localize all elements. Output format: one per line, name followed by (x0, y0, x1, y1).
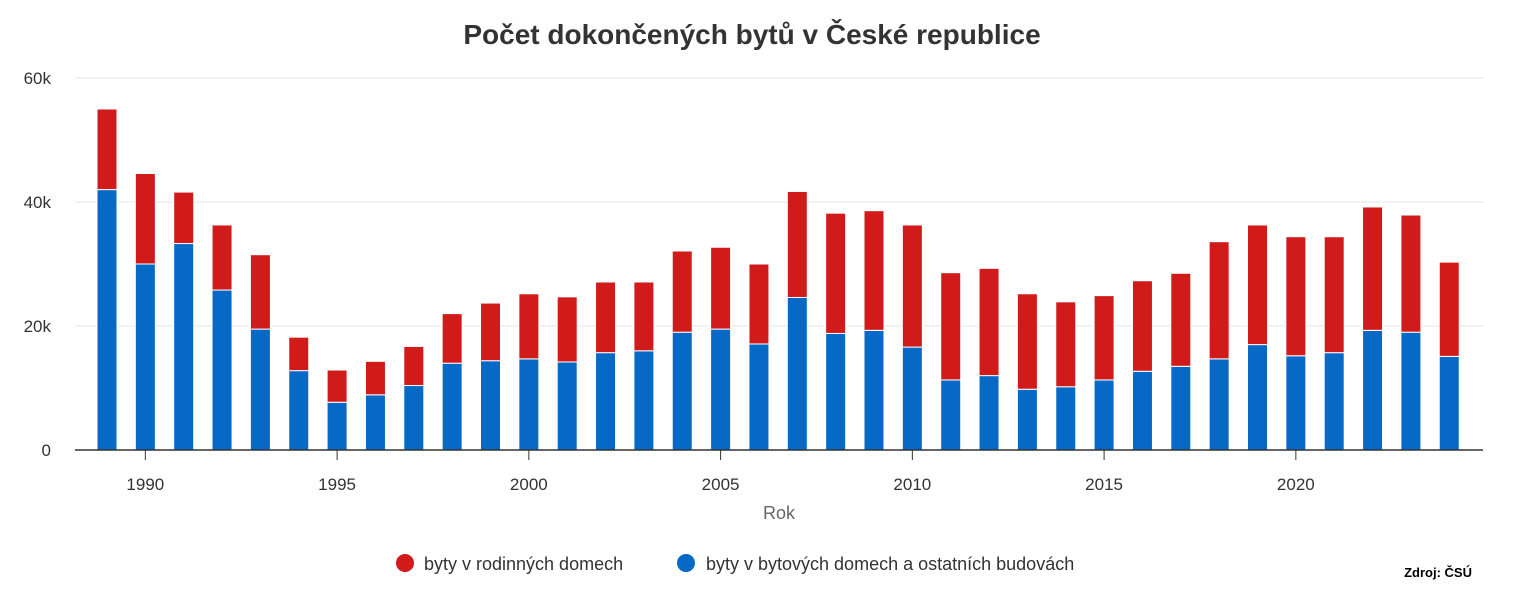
bar-bytove-domy-1990[interactable] (134, 263, 156, 451)
bar-rodinne-domy-2008[interactable] (825, 212, 847, 334)
bar-rodinne-domy-2014[interactable] (1055, 301, 1077, 388)
bar-bytove-domy-2011[interactable] (940, 379, 962, 451)
bar-rodinne-domy-2007[interactable] (786, 190, 808, 298)
bar-bytove-domy-1992[interactable] (211, 289, 233, 451)
y-tick-label: 0 (42, 441, 51, 460)
bar-rodinne-domy-1998[interactable] (441, 313, 463, 364)
bar-bytove-domy-2016[interactable] (1131, 370, 1153, 451)
bar-rodinne-domy-2005[interactable] (710, 246, 732, 330)
bar-bytove-domy-2001[interactable] (556, 361, 578, 451)
bar-bytove-domy-2003[interactable] (633, 350, 655, 451)
bar-bytove-domy-1991[interactable] (173, 243, 195, 451)
bar-rodinne-domy-2017[interactable] (1170, 272, 1192, 367)
x-axis-ticks: 1990 1995 2000 2005 2010 2015 2020 (126, 450, 1315, 494)
bar-rodinne-domy-2000[interactable] (518, 293, 540, 360)
y-axis-ticks: 0 20k 40k 60k (24, 69, 52, 460)
legend-marker-rodinne-domy (396, 554, 414, 572)
bar-rodinne-domy-1989[interactable] (96, 108, 118, 191)
bar-bytove-domy-1993[interactable] (249, 328, 271, 451)
legend-label-rodinne-domy: byty v rodinných domech (424, 554, 623, 574)
bar-rodinne-domy-2002[interactable] (595, 281, 617, 354)
chart-title: Počet dokončených bytů v České republice (463, 18, 1040, 50)
legend-label-bytove-domy: byty v bytových domech a ostatních budov… (706, 554, 1074, 574)
bar-rodinne-domy-2003[interactable] (633, 281, 655, 352)
legend-item-rodinne-domy[interactable]: byty v rodinných domech (396, 554, 623, 574)
bar-series (96, 108, 1460, 451)
bar-bytove-domy-2005[interactable] (710, 328, 732, 451)
bar-rodinne-domy-2009[interactable] (863, 210, 885, 331)
bar-bytove-domy-2009[interactable] (863, 329, 885, 451)
bar-rodinne-domy-2018[interactable] (1208, 241, 1230, 360)
bar-bytove-domy-2004[interactable] (671, 331, 693, 451)
bar-rodinne-domy-1990[interactable] (134, 172, 156, 265)
bar-rodinne-domy-1996[interactable] (364, 360, 386, 396)
bar-bytove-domy-1995[interactable] (326, 401, 348, 451)
x-axis-title: Rok (763, 503, 796, 523)
x-tick-label: 2015 (1085, 475, 1123, 494)
bar-rodinne-domy-1994[interactable] (288, 336, 310, 372)
x-tick-label: 1995 (318, 475, 356, 494)
bar-bytove-domy-2014[interactable] (1055, 386, 1077, 451)
y-tick-label: 20k (24, 317, 52, 336)
bar-rodinne-domy-2023[interactable] (1400, 214, 1422, 333)
legend: byty v rodinných domech byty v bytových … (396, 554, 1074, 574)
bar-bytove-domy-2019[interactable] (1247, 344, 1268, 451)
bar-bytove-domy-2020[interactable] (1285, 355, 1307, 451)
bar-bytove-domy-2015[interactable] (1093, 379, 1115, 451)
bar-rodinne-domy-2019[interactable] (1247, 224, 1268, 346)
bar-bytove-domy-2023[interactable] (1400, 331, 1422, 451)
bar-rodinne-domy-2015[interactable] (1093, 295, 1115, 381)
bar-rodinne-domy-1993[interactable] (249, 254, 271, 330)
x-tick-label: 2000 (510, 475, 548, 494)
bar-rodinne-domy-1997[interactable] (403, 345, 425, 387)
bar-rodinne-domy-1999[interactable] (480, 302, 501, 362)
bar-rodinne-domy-2021[interactable] (1323, 236, 1345, 354)
bar-rodinne-domy-2011[interactable] (940, 272, 962, 381)
bar-bytove-domy-2006[interactable] (748, 343, 770, 451)
bar-bytove-domy-1996[interactable] (364, 394, 386, 451)
y-tick-label: 60k (24, 69, 52, 88)
bar-rodinne-domy-2013[interactable] (1016, 293, 1038, 390)
bar-bytove-domy-2018[interactable] (1208, 358, 1230, 451)
x-tick-label: 2010 (893, 475, 931, 494)
bar-bytove-domy-1999[interactable] (480, 360, 501, 451)
bar-rodinne-domy-2012[interactable] (978, 267, 1000, 377)
bar-bytove-domy-1989[interactable] (96, 189, 118, 451)
bar-rodinne-domy-1995[interactable] (326, 369, 348, 403)
bar-bytove-domy-2024[interactable] (1438, 355, 1460, 451)
x-tick-label: 1990 (126, 475, 164, 494)
bar-rodinne-domy-2024[interactable] (1438, 261, 1460, 357)
bar-rodinne-domy-2001[interactable] (556, 296, 578, 363)
bar-rodinne-domy-2004[interactable] (671, 250, 693, 333)
bar-bytove-domy-1998[interactable] (441, 362, 463, 451)
legend-marker-bytove-domy (677, 554, 695, 572)
bar-bytove-domy-2017[interactable] (1170, 365, 1192, 451)
bar-rodinne-domy-1992[interactable] (211, 224, 233, 291)
legend-item-bytove-domy[interactable]: byty v bytových domech a ostatních budov… (677, 554, 1074, 574)
bar-bytove-domy-2013[interactable] (1016, 388, 1038, 451)
x-tick-label: 2020 (1277, 475, 1315, 494)
x-tick-label: 2005 (702, 475, 740, 494)
y-tick-label: 40k (24, 193, 52, 212)
bar-rodinne-domy-2022[interactable] (1362, 206, 1384, 331)
bar-bytove-domy-2002[interactable] (595, 352, 617, 451)
bar-bytove-domy-1994[interactable] (288, 370, 310, 451)
bar-rodinne-domy-2006[interactable] (748, 263, 770, 345)
bar-rodinne-domy-2020[interactable] (1285, 236, 1307, 357)
bar-rodinne-domy-2010[interactable] (901, 224, 923, 348)
bar-bytove-domy-2021[interactable] (1323, 352, 1345, 451)
bar-rodinne-domy-1991[interactable] (173, 191, 195, 245)
bar-bytove-domy-1997[interactable] (403, 385, 425, 451)
bar-bytove-domy-2007[interactable] (786, 296, 808, 451)
bar-bytove-domy-2022[interactable] (1362, 329, 1384, 451)
bar-bytove-domy-2008[interactable] (825, 332, 847, 451)
gridlines (75, 77, 1483, 327)
source-credits[interactable]: Zdroj: ČSÚ (1404, 565, 1472, 580)
bar-bytove-domy-2012[interactable] (978, 375, 1000, 451)
bar-bytove-domy-2010[interactable] (901, 346, 923, 451)
bar-rodinne-domy-2016[interactable] (1131, 280, 1153, 372)
bar-bytove-domy-2000[interactable] (518, 358, 540, 451)
